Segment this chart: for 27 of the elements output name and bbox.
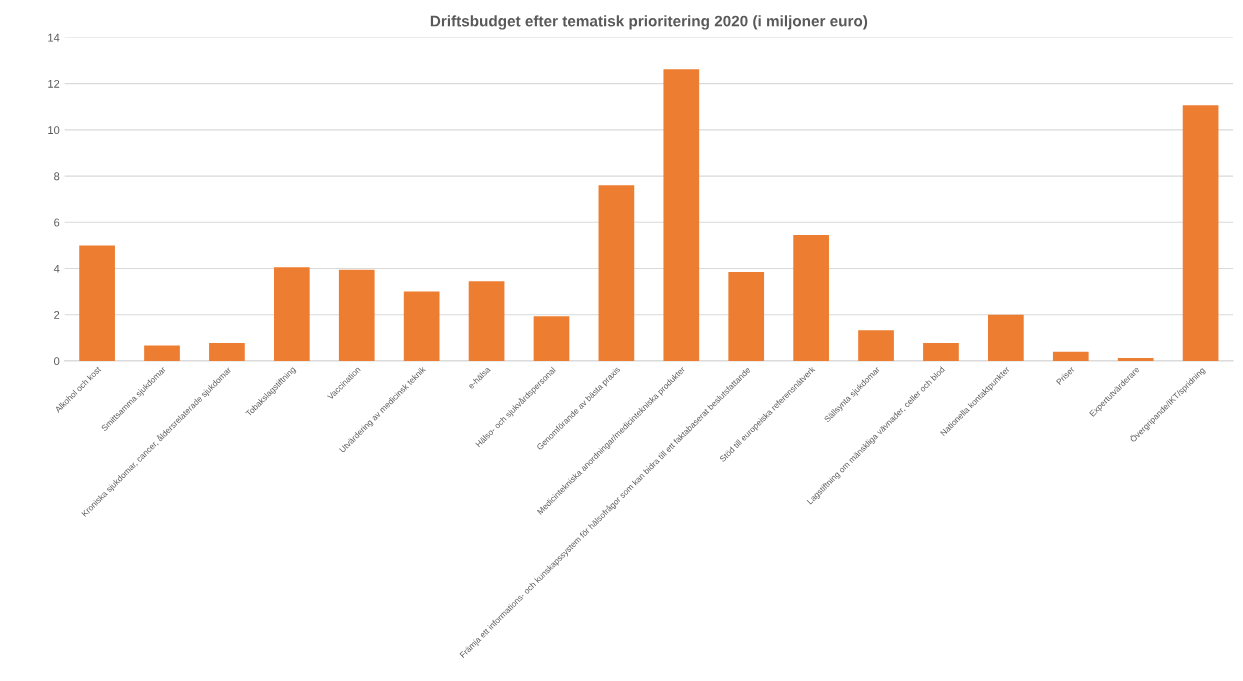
bar — [338, 269, 375, 361]
bar — [858, 330, 894, 361]
bar — [1117, 357, 1154, 361]
bar — [209, 342, 245, 361]
y-tick-label: 14 — [48, 33, 60, 42]
y-tick-label: 8 — [54, 172, 60, 181]
bar — [988, 314, 1024, 361]
bar — [144, 345, 180, 361]
bar — [598, 185, 635, 361]
bar — [468, 281, 505, 361]
y-tick-label: 4 — [53, 264, 60, 273]
y-tick-label: 10 — [48, 126, 60, 135]
y-tick-label: 6 — [54, 218, 60, 227]
bar — [533, 316, 570, 361]
y-tick-label: 2 — [54, 310, 60, 319]
bar — [793, 235, 829, 361]
bar — [923, 342, 959, 361]
bar — [273, 267, 310, 361]
bar — [79, 245, 115, 361]
bar — [663, 69, 700, 361]
bar — [1182, 105, 1219, 361]
y-tick-label: 12 — [48, 79, 60, 88]
bar — [1052, 351, 1089, 361]
chart-title: Driftsbudget efter tematisk prioritering 2020 (i miljoner euro) — [430, 15, 868, 30]
y-tick-label: 0 — [54, 357, 60, 366]
bar — [728, 271, 765, 361]
bar — [403, 291, 440, 361]
